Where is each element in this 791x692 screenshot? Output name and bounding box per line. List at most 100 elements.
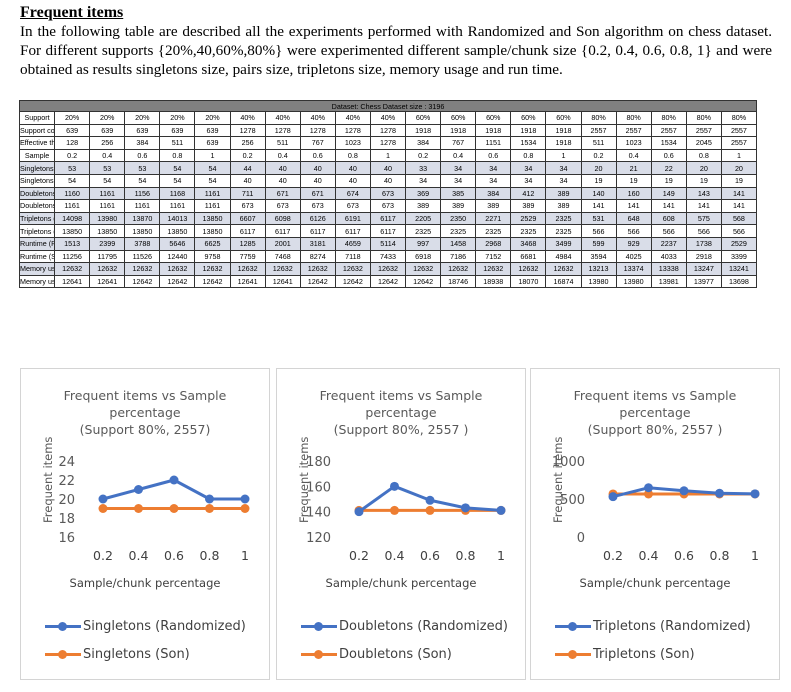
table-cell: 1 [194, 148, 231, 163]
x-tick-label: 1 [241, 548, 249, 563]
table-cell: 1918 [405, 123, 442, 138]
table-cell: 40 [264, 161, 301, 175]
table-cell: 20% [159, 111, 196, 125]
table-cell: 6607 [229, 211, 266, 226]
table-cell: 60% [440, 111, 477, 125]
data-point-randomized [98, 494, 108, 504]
row-label: Support count (threshold) [18, 123, 56, 138]
data-point-randomized [425, 495, 435, 505]
table-cell: 6117 [264, 224, 301, 238]
y-axis-label: Frequent items [551, 436, 565, 523]
table-cell: 3399 [720, 249, 758, 264]
table-row: Support count (threshold)639639639639639… [18, 123, 758, 138]
table-cell: 12642 [124, 274, 161, 289]
table-cell: 256 [229, 136, 266, 150]
table-cell: 54 [89, 173, 126, 188]
table-cell: 7433 [369, 249, 407, 264]
table-cell: 12642 [299, 274, 336, 289]
x-tick-label: 0.8 [456, 548, 476, 563]
table-cell: 511 [580, 136, 617, 150]
row-label: Tripletons (Son) [18, 224, 56, 238]
data-point-son [98, 504, 108, 513]
table-cell: 13374 [615, 262, 652, 276]
table-cell: 1534 [510, 136, 547, 150]
table-cell: 4025 [615, 249, 652, 264]
table-cell: 566 [615, 224, 652, 238]
legend-swatch [45, 617, 81, 635]
table-cell: 13247 [685, 262, 722, 276]
table-cell: 53 [124, 161, 161, 175]
table-cell: 575 [685, 211, 722, 226]
x-axis-label: Sample/chunk percentage [69, 576, 221, 590]
row-label: Sample [18, 148, 56, 163]
legend-swatch [301, 617, 337, 635]
table-cell: 8274 [299, 249, 336, 264]
table-row: Singletons (Son)545454545440404040403434… [18, 173, 758, 188]
table-cell: 1161 [89, 199, 126, 213]
table-cell: 639 [89, 123, 126, 138]
table-cell: 12440 [159, 249, 196, 264]
chart-title-line: Frequent items vs Sample [319, 388, 483, 403]
table-cell: 60% [510, 111, 547, 125]
table-cell: 2529 [720, 236, 758, 251]
table-cell: 2045 [685, 136, 722, 150]
table-cell: 80% [615, 111, 652, 125]
table-cell: 511 [264, 136, 301, 150]
chart-plot: 120 140 160 180 0.2 0.4 0.6 0.8 1 [306, 455, 506, 563]
table-cell: 3499 [545, 236, 582, 251]
table-cell: 13213 [580, 262, 617, 276]
x-tick-label: 0.4 [385, 548, 405, 563]
y-tick-label: 140 [306, 506, 331, 521]
table-cell: 6117 [229, 224, 266, 238]
table-cell: 0.4 [440, 148, 477, 163]
table-cell: 1534 [650, 136, 687, 150]
data-point-son [425, 505, 435, 515]
table-cell: 7118 [334, 249, 371, 264]
data-point-son [390, 505, 399, 515]
table-cell: 673 [264, 199, 301, 213]
table-cell: 12642 [334, 274, 371, 289]
table-cell: 1156 [124, 186, 161, 201]
x-tick-label: 0.6 [164, 548, 184, 563]
table-cell: 60% [405, 111, 442, 125]
table-cell: 6918 [405, 249, 442, 264]
table-cell: 60% [475, 111, 512, 125]
x-tick-label: 0.8 [200, 548, 220, 563]
chart-title: Frequent items vs Sample percentage (Sup… [531, 387, 779, 438]
x-tick-label: 0.2 [93, 548, 113, 563]
table-cell: 12632 [510, 262, 547, 276]
chart-title-line: (Support 80%, 2557 ) [587, 422, 723, 437]
table-cell: 566 [580, 224, 617, 238]
table-cell: 80% [650, 111, 687, 125]
data-point-randomized [644, 483, 653, 493]
table-cell: 160 [615, 186, 652, 201]
y-axis-label: Frequent items [297, 436, 311, 523]
table-cell: 2918 [685, 249, 722, 264]
table-cell: 531 [580, 211, 617, 226]
row-label: Memory used (Son) (KB) [18, 274, 56, 289]
table-cell: 1 [720, 148, 758, 163]
table-cell: 566 [685, 224, 722, 238]
data-point-son [169, 504, 179, 513]
table-cell: 13980 [580, 274, 617, 289]
table-cell: 3468 [510, 236, 547, 251]
chart-title-line: percentage [619, 405, 691, 420]
table-cell: 0.6 [124, 148, 161, 163]
x-tick-label: 0.6 [674, 548, 694, 563]
table-cell: 6117 [369, 211, 407, 226]
table-cell: 141 [685, 199, 722, 213]
table-cell: 1168 [159, 186, 196, 201]
legend-item-son: Doubletons (Son) [301, 645, 452, 663]
table-cell: 34 [440, 161, 477, 175]
table-cell: 12642 [405, 274, 442, 289]
x-tick-label: 0.6 [420, 548, 440, 563]
table-cell: 929 [615, 236, 652, 251]
table-cell: 40 [334, 173, 371, 188]
table-cell: 4033 [650, 249, 687, 264]
table-cell: 0.4 [89, 148, 126, 163]
data-point-randomized [461, 503, 470, 513]
table-cell: 21 [615, 161, 652, 175]
row-label: Doubletons (Son) [18, 199, 56, 213]
table-cell: 19 [650, 173, 687, 188]
table-cell: 2350 [440, 211, 477, 226]
